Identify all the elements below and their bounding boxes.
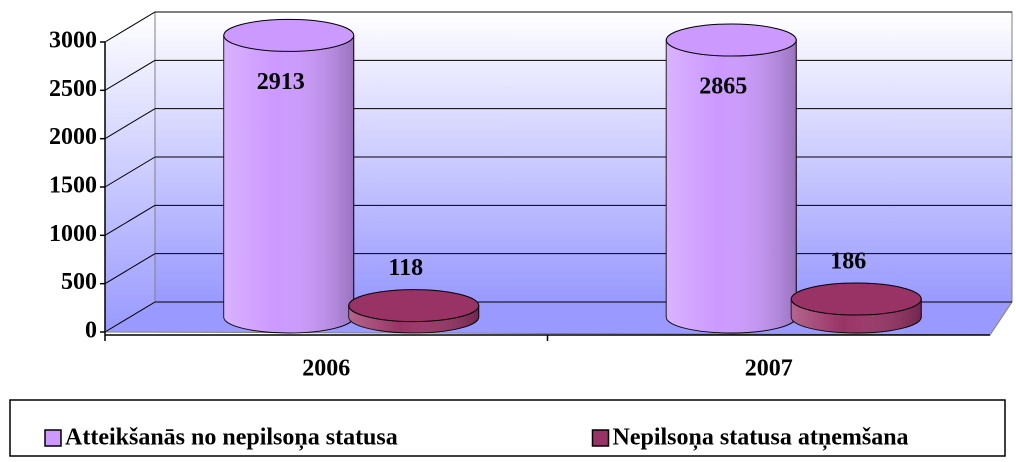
y-tick-label: 1500 (49, 173, 97, 199)
legend-label: Nepilsoņa statusa atņemšana (613, 425, 909, 452)
y-tick-label: 500 (61, 269, 97, 295)
grid-line (104, 108, 156, 140)
cylinder (223, 18, 355, 334)
data-label: 118 (388, 255, 423, 281)
legend-marker (591, 429, 610, 447)
y-tick-label: 2000 (49, 124, 97, 150)
y-tick-label: 3000 (49, 28, 97, 54)
grid-line (104, 253, 156, 285)
bar-shade (666, 40, 797, 334)
grid-line (104, 59, 156, 91)
y-tick-label: 1000 (49, 221, 97, 247)
bar-shade (223, 35, 354, 333)
cylinder (790, 282, 922, 334)
grid-line (104, 301, 156, 333)
x-tick-label: 2006 (302, 356, 350, 382)
data-label: 2913 (257, 69, 305, 95)
grid-line (104, 204, 156, 236)
y-tick-label: 0 (85, 318, 97, 344)
cylinder (348, 289, 480, 334)
legend-marker (44, 429, 62, 447)
legend-box (9, 399, 1006, 457)
bar-top (665, 23, 797, 57)
data-label: 186 (830, 249, 866, 275)
bar-top (790, 282, 922, 316)
cylinder (665, 23, 797, 334)
bar-top (348, 289, 480, 323)
data-label: 2865 (699, 74, 747, 100)
legend-label: Atteikšanās no nepilsoņa statusa (65, 425, 398, 452)
grid-line (104, 11, 156, 43)
grid-line (104, 156, 156, 188)
y-tick-label: 2500 (49, 76, 97, 102)
bar-top (223, 18, 355, 52)
x-tick-label: 2007 (745, 356, 793, 382)
